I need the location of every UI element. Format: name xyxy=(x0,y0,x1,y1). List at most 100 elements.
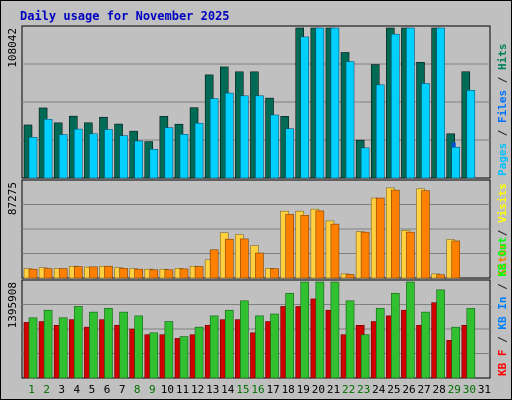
bar-pages xyxy=(209,98,219,179)
bar-sites xyxy=(406,231,415,279)
bar-kb-out xyxy=(451,326,461,379)
bar-kb-out xyxy=(73,306,83,379)
day-label: 19 xyxy=(297,383,310,396)
bar-sites xyxy=(436,274,445,279)
day-label: 14 xyxy=(221,383,235,396)
day-label: 23 xyxy=(357,383,370,396)
day-label: 6 xyxy=(104,383,111,396)
day-label: 21 xyxy=(327,383,340,396)
bar-sites xyxy=(73,266,83,279)
bar-kb-out xyxy=(285,292,294,379)
bar-pages xyxy=(104,129,113,179)
bar-sites xyxy=(330,223,340,279)
bar-pages xyxy=(149,148,159,179)
bar-kb-out xyxy=(360,334,370,379)
side-legend: Sites / Visits xyxy=(496,183,509,276)
bar-sites xyxy=(360,231,370,279)
day-label: 28 xyxy=(433,383,446,396)
bar-pages xyxy=(270,114,279,179)
bar-pages xyxy=(119,135,128,179)
bar-pages xyxy=(255,95,264,179)
day-label: 27 xyxy=(417,383,430,396)
legend-entry: / xyxy=(496,330,509,350)
bar-kb-out xyxy=(58,317,68,379)
day-label: 9 xyxy=(149,383,156,396)
day-label: 5 xyxy=(89,383,96,396)
bar-kb-out xyxy=(406,281,415,379)
bar-sites xyxy=(315,210,325,279)
day-label: 24 xyxy=(372,383,386,396)
bar-pages xyxy=(58,134,68,179)
legend-entry: Files xyxy=(496,90,509,123)
legend-entry: KB Out xyxy=(496,237,509,277)
bar-kb-out xyxy=(179,336,189,379)
bar-kb-out xyxy=(194,326,204,379)
bar-pages xyxy=(421,83,430,179)
legend-entry: / xyxy=(496,223,509,243)
bar-kb-out xyxy=(28,317,38,379)
bar-sites xyxy=(119,268,128,279)
bar-sites xyxy=(104,265,113,279)
bar-pages xyxy=(315,27,325,179)
bar-sites xyxy=(224,238,234,279)
bars xyxy=(23,281,476,379)
legend-entry: Pages xyxy=(496,143,509,176)
bar-kb-out xyxy=(209,315,219,379)
day-label: 17 xyxy=(266,383,279,396)
legend-entry: Visits xyxy=(496,183,509,223)
bar-kb-out xyxy=(345,300,355,379)
chart-panels: 108042 Pages / Files / Hits 87275 Sites / V… xyxy=(6,25,509,379)
bar-sites xyxy=(391,189,400,279)
day-label: 30 xyxy=(463,383,476,396)
y-max-label: 1395908 xyxy=(6,282,19,328)
day-label: 3 xyxy=(58,383,65,396)
y-max-label: 87275 xyxy=(6,182,19,215)
bar-pages xyxy=(345,61,355,179)
y-max-label: 108042 xyxy=(6,28,19,68)
chart-title: Daily usage for November 2025 xyxy=(20,9,230,23)
day-label: 7 xyxy=(119,383,126,396)
day-label: 15 xyxy=(236,383,249,396)
side-legend: Pages / Files / Hits xyxy=(496,44,509,177)
day-label: 8 xyxy=(134,383,141,396)
bar-sites xyxy=(89,266,98,279)
bar-kb-out xyxy=(270,313,279,379)
bar-kb-out xyxy=(134,315,143,379)
bar-kb-out xyxy=(300,281,310,379)
bar-pages xyxy=(436,27,445,179)
bar-sites xyxy=(194,266,204,279)
bar-pages xyxy=(28,137,38,179)
day-label: 12 xyxy=(191,383,204,396)
bar-kb-out xyxy=(330,281,340,379)
bars xyxy=(23,27,476,179)
bar-sites xyxy=(240,238,249,279)
legend-entry: / xyxy=(496,277,509,297)
bar-pages xyxy=(225,92,234,179)
bar-pages xyxy=(360,147,370,179)
bar-pages xyxy=(375,84,385,179)
bar-kb-out xyxy=(224,309,234,379)
bar-sites xyxy=(300,215,310,279)
bar-sites xyxy=(164,269,174,279)
panel-hits-files-pages: 108042 Pages / Files / Hits xyxy=(6,25,509,179)
day-label: 26 xyxy=(402,383,415,396)
legend-entry: KB F xyxy=(496,350,509,377)
bar-pages xyxy=(134,140,143,179)
day-label: 25 xyxy=(387,383,400,396)
bar-pages xyxy=(194,122,204,179)
bar-pages xyxy=(466,90,476,179)
bar-pages xyxy=(391,33,400,179)
bar-kb-out xyxy=(315,281,325,379)
bar-sites xyxy=(58,268,68,279)
bar-pages xyxy=(451,146,460,179)
bar-sites xyxy=(149,269,159,279)
bar-kb-out xyxy=(391,292,400,379)
day-label: 22 xyxy=(342,383,355,396)
day-label: 10 xyxy=(161,383,174,396)
legend-entry: KB In xyxy=(496,297,509,330)
bar-kb-out xyxy=(375,308,385,379)
legend-entry: Hits xyxy=(496,44,509,71)
bar-pages xyxy=(406,27,415,179)
bar-sites xyxy=(345,274,355,279)
